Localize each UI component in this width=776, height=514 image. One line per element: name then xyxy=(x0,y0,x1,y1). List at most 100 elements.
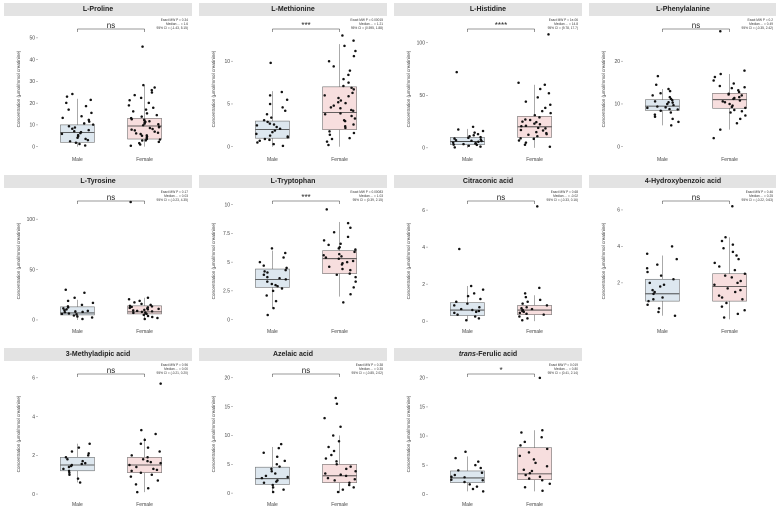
data-point xyxy=(132,311,135,315)
data-point xyxy=(352,123,355,126)
data-point xyxy=(341,34,344,37)
data-point xyxy=(335,463,338,466)
data-point xyxy=(345,260,349,264)
data-point xyxy=(327,265,331,268)
data-point xyxy=(457,128,460,131)
data-point xyxy=(471,487,475,491)
data-point xyxy=(481,288,485,291)
data-point xyxy=(353,117,357,120)
data-point xyxy=(348,481,351,484)
data-point xyxy=(280,90,284,94)
data-point xyxy=(80,462,83,466)
data-point xyxy=(140,134,144,138)
y-axis-label: Concentration (µmol/mmol creatinine) xyxy=(406,50,411,127)
data-point xyxy=(478,306,481,309)
y-tick-label: 0 xyxy=(422,146,425,152)
data-point xyxy=(472,292,476,295)
data-point xyxy=(86,138,90,142)
data-point xyxy=(336,101,340,104)
data-point xyxy=(271,289,275,293)
data-point xyxy=(533,122,536,125)
data-point xyxy=(471,125,475,129)
data-point xyxy=(547,33,550,36)
data-point xyxy=(455,70,458,74)
data-point xyxy=(72,314,76,317)
data-point xyxy=(545,447,549,451)
data-point xyxy=(323,416,326,420)
data-point xyxy=(517,81,520,84)
data-point xyxy=(128,463,131,467)
data-point xyxy=(78,142,81,146)
data-point xyxy=(350,86,353,89)
data-point xyxy=(653,100,657,103)
data-point xyxy=(676,108,679,111)
stats-annotation: Exact MW P = 0.17 xyxy=(161,190,189,194)
panel-azelaic-acid: Azelaic acid 0 5 10 15 20 Concentration (µmol/… xyxy=(199,348,387,514)
data-point xyxy=(265,112,269,116)
box-male xyxy=(645,278,680,302)
data-point xyxy=(536,126,540,130)
data-point xyxy=(150,315,154,319)
data-point xyxy=(481,479,484,482)
data-point xyxy=(721,100,724,103)
data-point xyxy=(736,281,739,285)
data-point xyxy=(717,294,721,297)
y-axis-label: Concentration (µmol/mmol creatinine) xyxy=(16,50,21,127)
data-point xyxy=(263,270,266,273)
data-point xyxy=(262,451,265,454)
significance-label: * xyxy=(499,366,502,375)
data-point xyxy=(540,479,544,482)
data-point xyxy=(530,469,534,473)
data-point xyxy=(76,477,80,480)
x-tick-label: Female xyxy=(526,329,543,335)
data-point xyxy=(153,86,156,89)
box-male xyxy=(645,99,680,111)
data-point xyxy=(268,122,272,125)
data-point xyxy=(128,306,131,310)
data-point xyxy=(744,106,747,110)
data-point xyxy=(648,281,652,285)
stats-annotation: 95% CI = (0.39, 2.15) xyxy=(353,198,383,202)
data-point xyxy=(654,83,658,86)
chart-svg: 2 4 6 Concentration (µmol/mmol creatinine) M… xyxy=(601,190,773,335)
data-point xyxy=(521,120,524,123)
data-point xyxy=(477,140,480,144)
data-point xyxy=(144,108,148,111)
data-point xyxy=(450,478,453,481)
data-point xyxy=(280,287,284,290)
y-tick-label: 0 xyxy=(227,144,230,150)
data-point xyxy=(145,112,149,115)
data-point xyxy=(481,490,485,493)
y-axis-label: Concentration (µmol/mmol creatinine) xyxy=(406,222,411,299)
data-point xyxy=(278,127,282,131)
data-point xyxy=(522,310,526,314)
data-point xyxy=(139,96,143,100)
data-point xyxy=(143,317,146,321)
chart-svg: 0 50 100 Concentration (µmol/mmol creatinin… xyxy=(16,190,189,335)
data-point xyxy=(60,132,64,136)
data-point xyxy=(347,81,350,84)
data-point xyxy=(349,108,353,112)
data-point xyxy=(66,305,70,308)
x-tick-label: Female xyxy=(721,329,738,335)
x-tick-label: Male xyxy=(267,329,278,335)
data-point xyxy=(159,461,162,465)
panel-title: L-Tryptophan xyxy=(199,175,387,188)
data-point xyxy=(146,446,150,449)
data-point xyxy=(81,459,84,463)
data-point xyxy=(129,200,132,204)
data-point xyxy=(270,247,274,250)
data-point xyxy=(274,472,277,475)
data-point xyxy=(327,143,330,147)
data-point xyxy=(526,317,529,320)
data-point xyxy=(733,290,737,294)
data-point xyxy=(277,446,281,450)
panel-l-methionine: L-Methionine 0 5 10 Concentration (µmol/mmol… xyxy=(199,3,387,169)
data-point xyxy=(451,141,455,144)
data-point xyxy=(518,454,522,458)
data-point xyxy=(156,131,160,134)
stats-annotation: 95% CI = (-0.33, 0.16) xyxy=(547,198,578,202)
data-point xyxy=(266,280,269,283)
y-tick-label: 4 xyxy=(32,414,35,420)
data-point xyxy=(543,83,547,87)
